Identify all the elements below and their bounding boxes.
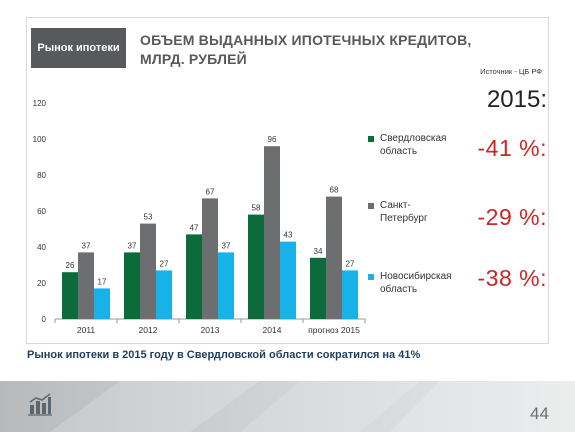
y-tick-label: 80 xyxy=(37,171,46,180)
bar xyxy=(326,196,342,319)
x-tick-label: 2014 xyxy=(263,325,282,335)
data-label: 43 xyxy=(284,231,293,240)
legend-label-spb: Санкт-Петербург xyxy=(380,200,428,224)
x-tick-label: прогноз 2015 xyxy=(308,325,360,335)
legend-label-sverdlovsk: Свердловская область xyxy=(380,133,447,157)
bar xyxy=(124,252,140,319)
bar xyxy=(156,270,172,319)
bar xyxy=(78,252,94,319)
data-label: 27 xyxy=(160,259,169,268)
legend-item-sverdlovsk: Свердловская область xyxy=(368,132,470,158)
y-tick-label: 100 xyxy=(33,135,47,144)
y-tick-label: 40 xyxy=(37,243,46,252)
bar xyxy=(310,257,326,319)
summary-change-novosibirsk: -38 %: xyxy=(477,265,547,291)
bar xyxy=(248,214,264,319)
bar xyxy=(202,198,218,319)
bar xyxy=(62,272,78,319)
x-tick-label: 2013 xyxy=(201,325,220,335)
data-label: 27 xyxy=(346,259,355,268)
legend-swatch-novosibirsk xyxy=(368,274,374,280)
data-label: 17 xyxy=(98,277,107,286)
x-tick-label: 2012 xyxy=(139,325,158,335)
data-label: 96 xyxy=(268,135,277,144)
footer-band xyxy=(0,381,575,432)
legend-label-novosibirsk: Новосибирская область xyxy=(380,271,452,295)
legend-item-spb: Санкт-Петербург xyxy=(368,199,450,225)
bar-chart-icon xyxy=(28,393,52,416)
bar xyxy=(186,234,202,319)
page-number: 44 xyxy=(530,404,549,423)
summary-year-colon: : xyxy=(540,86,547,113)
legend-swatch-spb xyxy=(368,203,374,209)
legend-item-novosibirsk: Новосибирская область xyxy=(368,270,470,296)
bar xyxy=(218,252,234,319)
data-label: 37 xyxy=(222,241,231,250)
data-label: 26 xyxy=(66,261,75,270)
summary-year-value: 2015 xyxy=(486,86,541,113)
bar xyxy=(342,270,358,319)
footer-band-decor xyxy=(50,381,575,432)
y-tick-label: 20 xyxy=(37,279,46,288)
data-label: 47 xyxy=(190,223,199,232)
data-label: 34 xyxy=(314,247,323,256)
x-tick-label: 2011 xyxy=(77,325,96,335)
data-label: 53 xyxy=(144,213,153,222)
chart-title: ОБЪЕМ ВЫДАННЫХ ИПОТЕЧНЫХ КРЕДИТОВ, МЛРД.… xyxy=(140,32,472,67)
bar xyxy=(280,241,296,319)
data-label: 58 xyxy=(252,204,261,213)
summary-change-spb: -29 %: xyxy=(477,204,547,230)
bar xyxy=(264,146,280,319)
source-note: Источник - ЦБ РФ xyxy=(480,67,542,76)
footer-summary: Рынок ипотеки в 2015 году в Свердловской… xyxy=(27,349,421,361)
bar xyxy=(94,288,110,319)
y-tick-label: 60 xyxy=(37,207,46,216)
bar xyxy=(140,223,156,319)
data-label: 68 xyxy=(330,186,339,195)
y-tick-label: 0 xyxy=(42,315,47,324)
data-label: 37 xyxy=(82,241,91,250)
summary-year: 2015: xyxy=(465,86,547,114)
legend-swatch-sverdlovsk xyxy=(368,136,374,142)
summary-change-sverdlovsk: -41 %: xyxy=(477,135,547,161)
y-tick-label: 120 xyxy=(33,99,47,108)
data-label: 67 xyxy=(206,187,215,196)
data-label: 37 xyxy=(128,241,137,250)
section-tag: Рынок ипотеки xyxy=(31,28,126,68)
